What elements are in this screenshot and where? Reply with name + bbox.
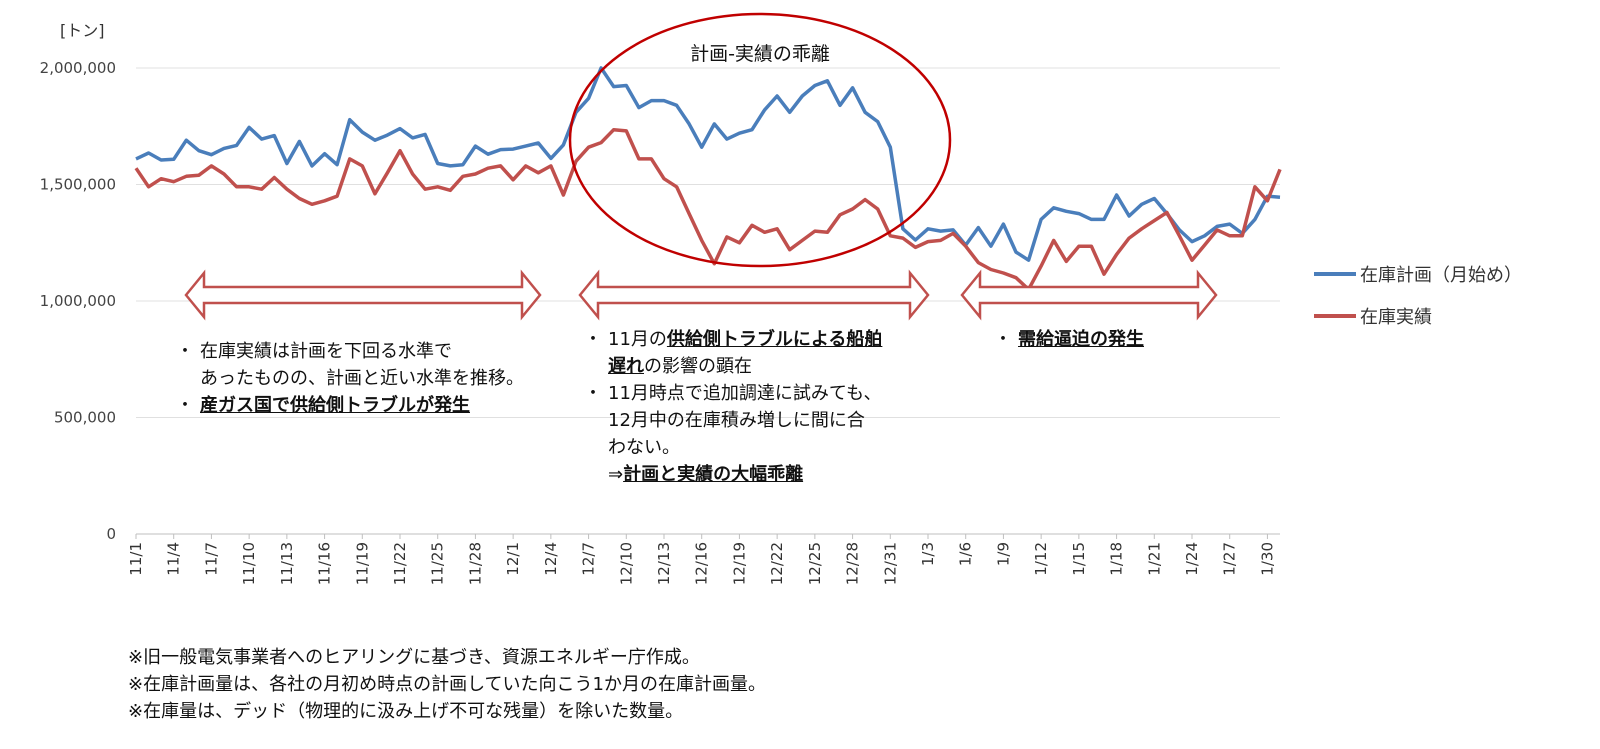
note-line: ⇒計画と実績の大幅乖離: [584, 461, 964, 488]
note-text: の影響の顕在: [644, 356, 752, 377]
note-bullet: [584, 461, 608, 488]
note-bullet: [584, 353, 608, 380]
footnote: ※在庫計画量は、各社の月初め時点の計画していた向こう1か月の在庫計画量。: [128, 674, 766, 695]
note-bullet: ・: [584, 329, 602, 350]
x-tick-label: 11/28: [466, 542, 484, 585]
x-tick-label: 1/30: [1258, 542, 1276, 576]
note-emphasis: 供給側トラブルによる船舶: [666, 329, 883, 350]
period-arrow-1: [184, 269, 542, 321]
x-tick-label: 1/12: [1032, 542, 1050, 576]
note-emphasis: 計画と実績の大幅乖離: [623, 464, 804, 485]
note-line: ・ 11月の供給側トラブルによる船舶: [584, 326, 964, 353]
y-tick-label: 2,000,000: [40, 59, 116, 77]
legend-label: 在庫計画（月始め）: [1360, 265, 1522, 286]
period-arrow-3: [960, 269, 1218, 321]
y-tick-label: 1,500,000: [40, 176, 116, 194]
x-tick-label: 11/1: [127, 542, 145, 576]
series-line-plan: [135, 66, 1281, 262]
y-axis-ticks: 0 500,000 1,000,000 1,500,000 2,000,000: [40, 59, 116, 543]
x-tick-label: 1/18: [1108, 542, 1126, 576]
note-text: 11月時点で追加調達に試みても、: [608, 383, 882, 404]
x-tick-label: 12/13: [655, 542, 673, 585]
note-line: わない。: [584, 434, 964, 461]
x-tick-label: 11/19: [353, 542, 371, 585]
footnotes: ※旧一般電気事業者へのヒアリングに基づき、資源エネルギー庁作成。 ※在庫計画量は、…: [128, 644, 766, 725]
y-tick-label: 0: [106, 525, 116, 543]
note-text: 12月中の在庫積み増しに間に合: [608, 410, 865, 431]
x-tick-label: 1/3: [919, 542, 937, 566]
note-text: 11月の: [608, 329, 667, 350]
x-tick-label: 11/16: [316, 542, 334, 585]
x-tick-label: 12/10: [617, 542, 635, 585]
footnote: ※旧一般電気事業者へのヒアリングに基づき、資源エネルギー庁作成。: [128, 647, 700, 668]
x-tick-label: 11/22: [391, 542, 409, 585]
x-tick-label: 12/25: [806, 542, 824, 585]
x-tick-label: 11/13: [278, 542, 296, 585]
period-arrows: [184, 269, 1218, 321]
series-lines: [134, 66, 1282, 292]
note-emphasis: 需給逼迫の発生: [1018, 329, 1144, 350]
x-tick-label: 1/21: [1145, 542, 1163, 576]
y-tick-label: 1,000,000: [40, 292, 116, 310]
note-bullet: ・: [994, 329, 1012, 350]
x-tick-label: 1/9: [994, 542, 1012, 566]
divergence-circle: [568, 12, 952, 268]
note-bullet: [176, 365, 200, 392]
legend-label: 在庫実績: [1360, 307, 1432, 328]
note-text: ⇒: [608, 464, 624, 485]
y-axis-unit-label: [トン]: [60, 21, 105, 40]
note-emphasis: 遅れ: [608, 356, 644, 377]
x-tick-label: 12/1: [504, 542, 522, 576]
series-line-actual: [134, 127, 1282, 292]
note-bullet: ・: [176, 341, 194, 362]
x-tick-label: 11/10: [240, 542, 258, 585]
x-axis: 11/1 11/4 11/7 11/10 11/13 11/16 11/19 11/22 11/…: [127, 533, 1280, 585]
x-tick-label: 12/28: [844, 542, 862, 585]
x-tick-label: 1/24: [1183, 542, 1201, 576]
note-line: ・ 11月時点で追加調達に試みても、: [584, 380, 964, 407]
note-text: 在庫実績は計画を下回る水準で: [200, 341, 452, 362]
x-tick-label: 11/7: [202, 542, 220, 576]
period-arrow-2: [578, 269, 930, 321]
x-tick-label: 11/25: [429, 542, 447, 585]
note-bullet: [584, 434, 608, 461]
divergence-circle-label: 計画-実績の乖離: [690, 43, 830, 65]
note-text: あったものの、計画と近い水準を推移。: [200, 368, 524, 389]
x-tick-label: 12/31: [881, 542, 899, 585]
period3-notes: ・需給逼迫の発生: [994, 326, 1294, 353]
x-tick-label: 12/19: [730, 542, 748, 585]
x-tick-label: 1/6: [957, 542, 975, 566]
note-line: あったものの、計画と近い水準を推移。: [176, 365, 596, 392]
y-tick-label: 500,000: [54, 409, 116, 427]
x-tick-label: 12/16: [693, 542, 711, 585]
x-tick-label: 12/4: [542, 542, 560, 576]
period1-notes: ・在庫実績は計画を下回る水準で あったものの、計画と近い水準を推移。・産ガス国で供…: [176, 338, 596, 419]
note-line: 遅れの影響の顕在: [584, 353, 964, 380]
period2-notes: ・ 11月の供給側トラブルによる船舶 遅れの影響の顕在・ 11月時点で追加調達に試みて…: [584, 326, 964, 488]
note-text: わない。: [608, 437, 680, 458]
footnote: ※在庫量は、デッド（物理的に汲み上げ不可な残量）を除いた数量。: [128, 701, 684, 722]
x-tick-label: 1/27: [1221, 542, 1239, 576]
note-bullet: [584, 407, 608, 434]
note-line: ・需給逼迫の発生: [994, 326, 1294, 353]
note-emphasis: 産ガス国で供給側トラブルが発生: [200, 395, 470, 416]
x-tick-label: 1/15: [1070, 542, 1088, 576]
legend: 在庫計画（月始め） 在庫実績: [1314, 265, 1522, 328]
x-tick-label: 12/7: [580, 542, 598, 576]
x-tick-label: 12/22: [768, 542, 786, 585]
note-bullet: ・: [176, 395, 194, 416]
note-line: ・産ガス国で供給側トラブルが発生: [176, 392, 596, 419]
x-tick-label: 11/4: [165, 542, 183, 576]
note-line: ・在庫実績は計画を下回る水準で: [176, 338, 596, 365]
note-bullet: ・: [584, 383, 602, 404]
note-line: 12月中の在庫積み増しに間に合: [584, 407, 964, 434]
